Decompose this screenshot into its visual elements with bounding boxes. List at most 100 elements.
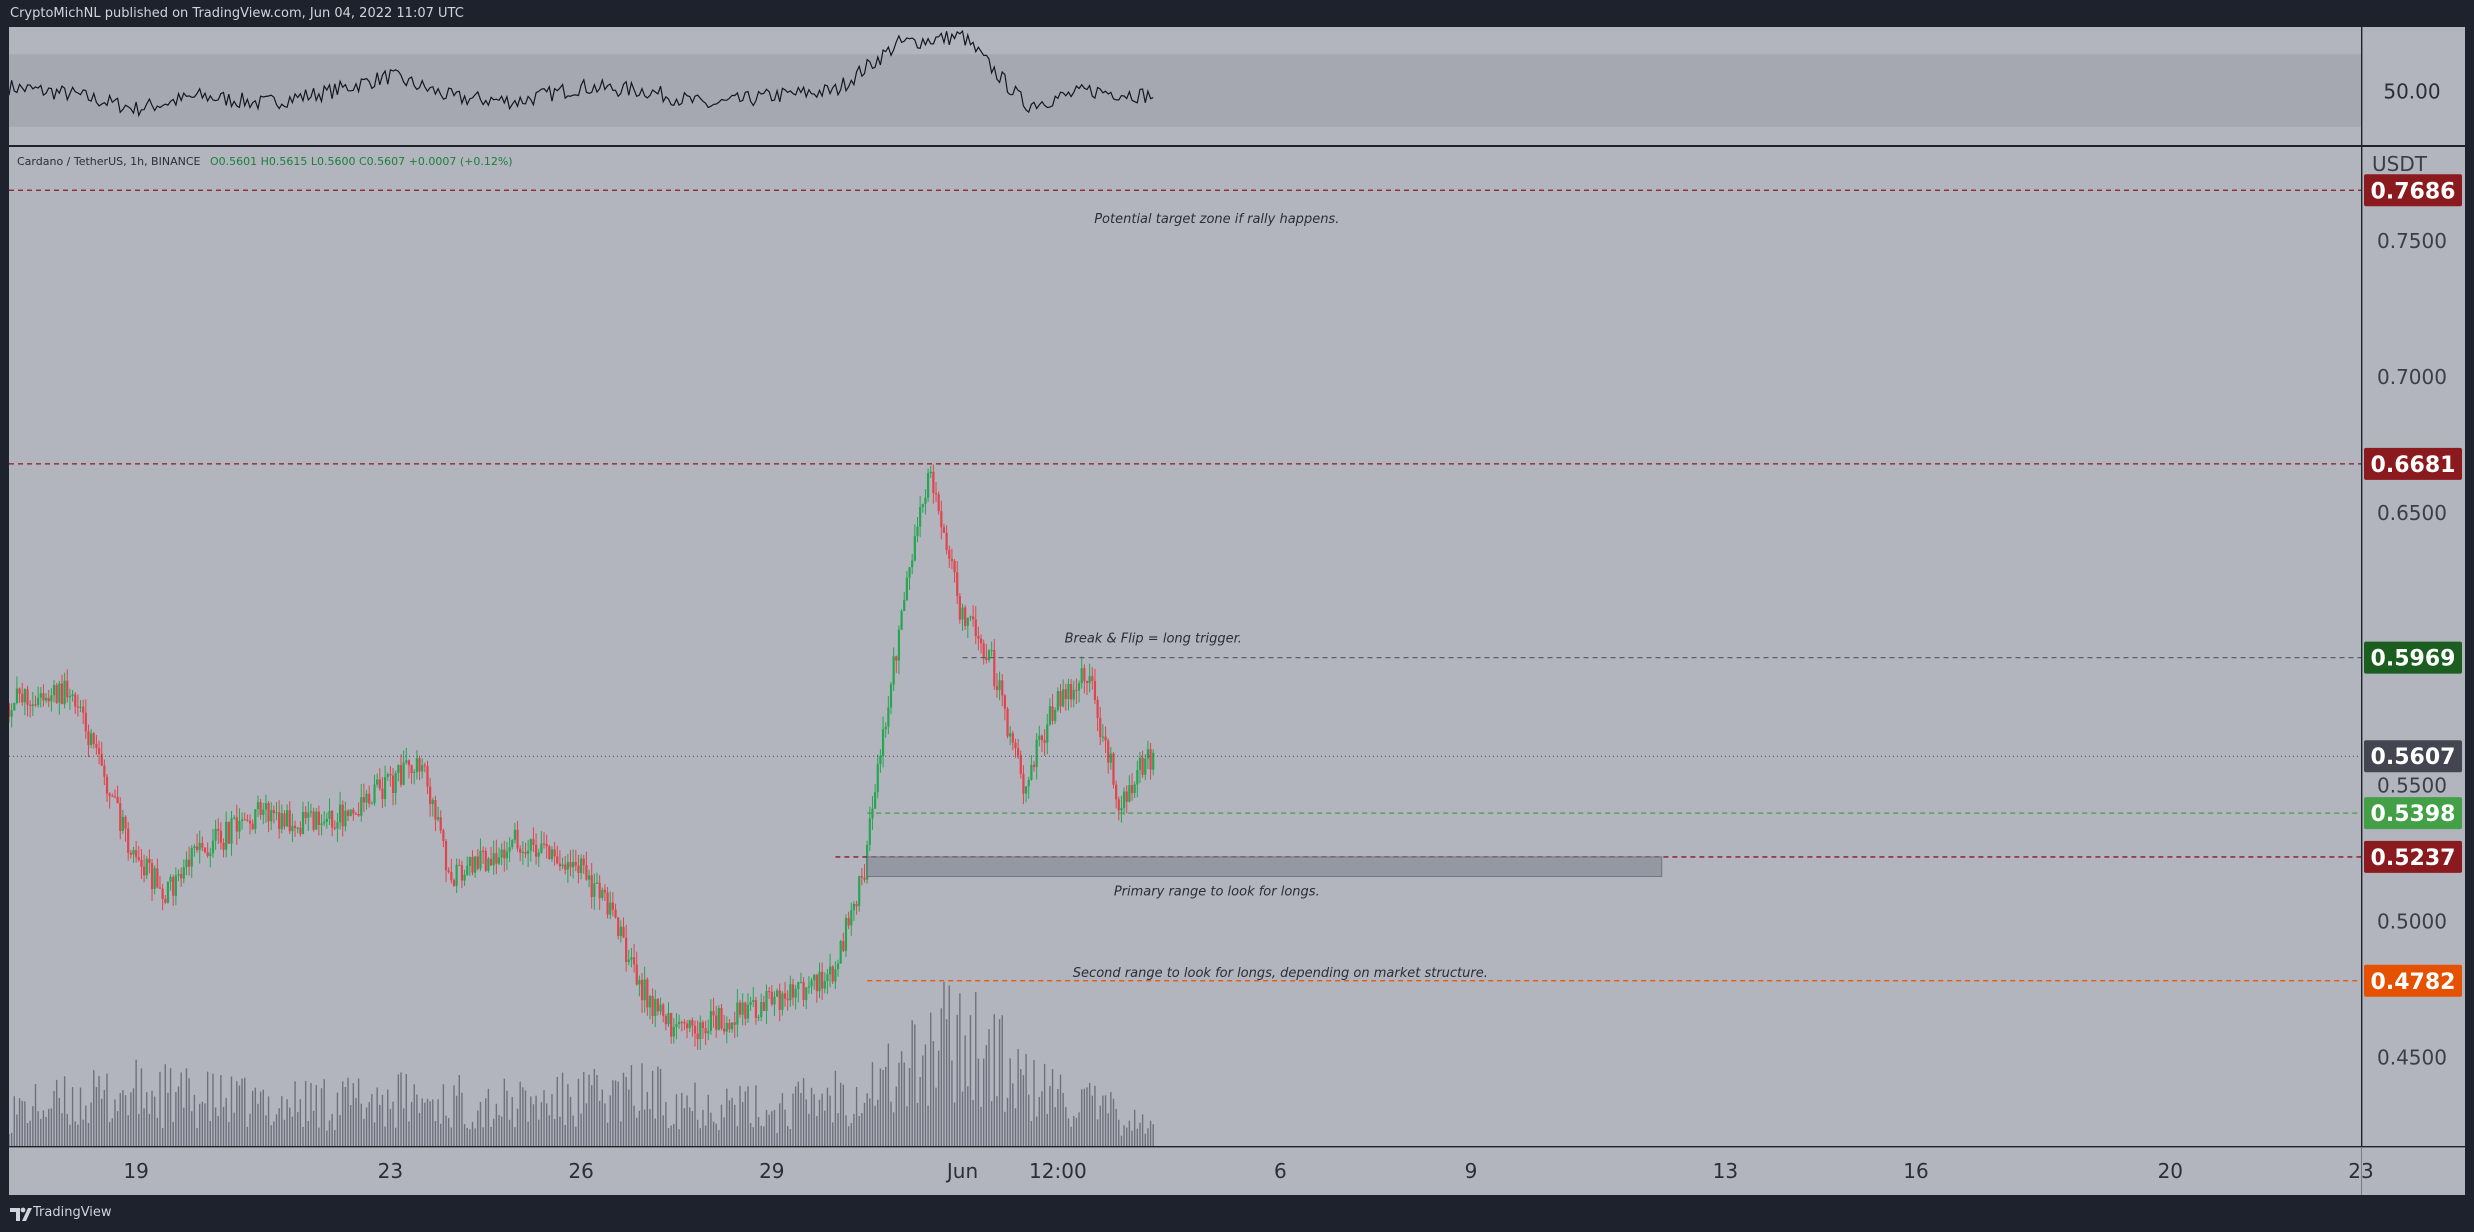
candle-body — [370, 803, 373, 805]
time-tick-label: 23 — [378, 1159, 403, 1183]
candle — [662, 1002, 665, 1023]
candle — [463, 869, 466, 886]
candle — [850, 902, 853, 937]
candle — [254, 809, 257, 834]
volume-bar — [583, 1072, 585, 1146]
candle — [603, 884, 607, 902]
tradingview-logo-icon[interactable] — [9, 1205, 39, 1225]
candle-body — [248, 820, 252, 824]
volume-bar — [302, 1126, 304, 1146]
candle — [10, 703, 13, 728]
candle — [405, 747, 408, 765]
volume-bar — [132, 1088, 135, 1146]
candle-body — [940, 511, 943, 528]
candle — [346, 808, 350, 822]
volume-bar — [538, 1119, 540, 1146]
candle — [378, 768, 381, 791]
main-chart-panel[interactable]: Cardano / TetherUS, 1h, BINANCE O0.5601 … — [7, 147, 2361, 1146]
volume-bar — [734, 1104, 736, 1146]
candle-body — [752, 1000, 755, 1002]
time-axis[interactable]: 19 23 26 29 Jun 12:00 6 9 13 16 20 23 — [9, 1147, 2465, 1195]
volume-bar — [591, 1085, 593, 1146]
candle — [868, 806, 871, 852]
candle — [1152, 749, 1155, 776]
volume-bar — [151, 1090, 153, 1146]
time-tick-label: Jun — [945, 1159, 978, 1183]
candle-body — [590, 875, 593, 897]
volume-bar — [1133, 1109, 1136, 1146]
price-tick-label: 0.7500 — [2377, 229, 2447, 253]
volume-bar — [222, 1106, 225, 1146]
candle — [738, 999, 742, 1018]
candle — [667, 1002, 670, 1027]
candle-body — [1109, 753, 1112, 763]
candle-body — [887, 707, 890, 727]
volume-bar — [678, 1129, 680, 1146]
candle-body — [272, 810, 275, 814]
price-badge: 0.5398 — [2364, 797, 2462, 830]
candle-body — [87, 731, 90, 746]
volume-bar — [763, 1126, 765, 1146]
volume-bar — [328, 1120, 331, 1146]
volume-bar — [371, 1094, 373, 1146]
volume-bar — [156, 1117, 159, 1146]
candle-body — [92, 733, 95, 744]
candle-body — [815, 974, 818, 992]
candle-body — [760, 1002, 763, 1018]
candle — [119, 797, 122, 840]
candle-body — [227, 821, 230, 844]
annotation-2: Break & Flip = long trigger. — [1065, 631, 1242, 646]
annotation-3: Primary range to look for longs. — [1114, 885, 1320, 900]
price-badge: 0.5969 — [2364, 641, 2462, 674]
candle-body — [1001, 680, 1004, 696]
candle-body — [1096, 699, 1099, 718]
candle — [293, 820, 297, 837]
candle-body — [381, 788, 384, 800]
candle-body — [42, 693, 45, 701]
volume-bar — [1102, 1095, 1104, 1146]
volume-bar — [8, 1133, 10, 1146]
candle-body — [325, 818, 328, 822]
candle-body — [214, 828, 217, 841]
candle-body — [1019, 755, 1022, 774]
volume-bar — [16, 1114, 18, 1146]
candle — [842, 932, 845, 953]
candle — [113, 789, 117, 799]
rsi-price-axis[interactable]: 50.00 — [2362, 27, 2465, 145]
volume-bar — [1046, 1113, 1048, 1146]
volume-bar — [561, 1072, 564, 1146]
candle — [609, 891, 612, 920]
volume-bar — [617, 1081, 619, 1146]
volume-bar — [127, 1115, 129, 1146]
candle — [791, 978, 795, 1006]
volume-bar — [784, 1109, 786, 1146]
candle-body — [188, 859, 191, 867]
rsi-panel[interactable] — [8, 27, 2361, 145]
candle-body — [394, 772, 397, 794]
volume-bar — [744, 1091, 747, 1146]
candle — [542, 832, 546, 849]
candle — [357, 802, 360, 817]
volume-bar — [397, 1074, 400, 1146]
volume-bar — [389, 1108, 392, 1146]
candle — [323, 811, 326, 827]
volume-bar — [10, 1132, 13, 1146]
candle-body — [1128, 785, 1131, 802]
candle-body — [1120, 808, 1123, 811]
candle-body — [828, 966, 832, 975]
tradingview-brand[interactable]: TradingView — [33, 1205, 112, 1220]
volume-bar — [845, 1115, 847, 1146]
candle-body — [770, 991, 773, 1005]
candle — [895, 655, 898, 674]
volume-bar — [522, 1087, 524, 1146]
candle-body — [577, 865, 580, 874]
volume-bar — [808, 1113, 810, 1146]
volume-bar — [953, 1102, 956, 1146]
candle-body — [233, 817, 236, 819]
price-axis[interactable]: USDT 0.7500 0.7000 0.6500 0.5500 0.5000 0.4500… — [2362, 147, 2465, 1146]
candle — [474, 855, 477, 878]
candle — [1085, 680, 1089, 695]
candle — [137, 846, 140, 862]
candle-body — [542, 843, 546, 845]
candle-body — [630, 957, 633, 960]
